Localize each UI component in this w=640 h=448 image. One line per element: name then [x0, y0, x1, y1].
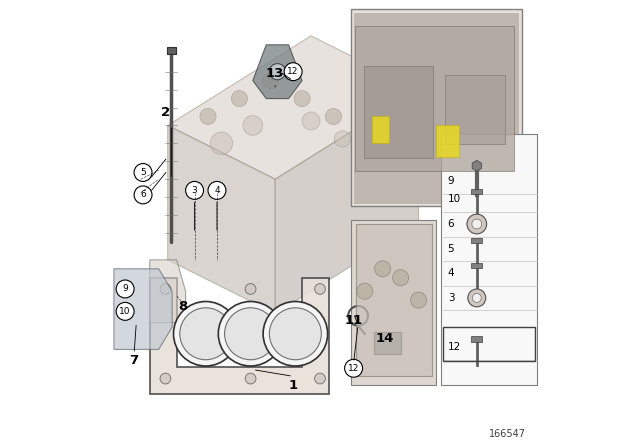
FancyBboxPatch shape [364, 66, 433, 158]
Bar [472, 189, 482, 194]
Circle shape [356, 283, 373, 299]
Bar [472, 336, 482, 342]
Circle shape [302, 112, 320, 130]
FancyBboxPatch shape [355, 26, 513, 171]
FancyBboxPatch shape [374, 332, 401, 354]
Circle shape [211, 132, 233, 155]
Text: 6: 6 [140, 190, 146, 199]
Circle shape [200, 108, 216, 125]
Circle shape [160, 373, 171, 384]
Polygon shape [150, 260, 186, 323]
Circle shape [218, 302, 283, 366]
FancyBboxPatch shape [351, 220, 436, 385]
Text: 9: 9 [448, 177, 454, 186]
Text: 12: 12 [448, 342, 461, 352]
Text: 12: 12 [287, 67, 299, 76]
Circle shape [262, 73, 279, 89]
Polygon shape [114, 269, 172, 349]
Polygon shape [150, 278, 329, 394]
Circle shape [367, 150, 381, 164]
Circle shape [294, 90, 310, 107]
Circle shape [208, 181, 226, 199]
Text: 12: 12 [348, 364, 359, 373]
Polygon shape [168, 125, 275, 314]
Circle shape [134, 186, 152, 204]
Circle shape [225, 308, 276, 360]
Polygon shape [168, 36, 419, 179]
Circle shape [116, 302, 134, 320]
Text: 9: 9 [122, 284, 128, 293]
Circle shape [472, 293, 481, 302]
Circle shape [334, 131, 351, 147]
FancyBboxPatch shape [351, 9, 522, 206]
Polygon shape [356, 224, 432, 376]
Circle shape [392, 270, 409, 286]
Circle shape [116, 280, 134, 298]
Circle shape [344, 359, 362, 377]
Circle shape [269, 308, 321, 360]
Text: 4: 4 [448, 268, 454, 278]
Text: 14: 14 [376, 332, 394, 345]
Text: 166547: 166547 [489, 429, 526, 439]
Circle shape [263, 302, 328, 366]
Circle shape [269, 64, 285, 80]
FancyBboxPatch shape [353, 13, 520, 204]
Circle shape [231, 90, 248, 107]
Circle shape [245, 284, 256, 294]
Circle shape [173, 302, 238, 366]
Polygon shape [275, 90, 419, 314]
Text: 3: 3 [192, 186, 197, 195]
Bar [472, 238, 482, 243]
Bar [472, 263, 482, 268]
Bar [167, 47, 176, 54]
Circle shape [356, 126, 373, 142]
Text: 3: 3 [448, 293, 454, 303]
Text: 4: 4 [214, 186, 220, 195]
Text: 1: 1 [289, 379, 298, 392]
Text: 5: 5 [448, 244, 454, 254]
FancyBboxPatch shape [441, 134, 538, 385]
FancyBboxPatch shape [445, 75, 504, 144]
Circle shape [186, 181, 204, 199]
Text: 5: 5 [140, 168, 146, 177]
Circle shape [243, 116, 262, 135]
Text: 13: 13 [266, 67, 284, 81]
Circle shape [468, 289, 486, 307]
Text: 2: 2 [161, 105, 170, 119]
Circle shape [315, 373, 325, 384]
Text: 10: 10 [120, 307, 131, 316]
Circle shape [160, 284, 171, 294]
Circle shape [472, 219, 482, 229]
Circle shape [315, 284, 325, 294]
Polygon shape [253, 45, 302, 99]
Circle shape [374, 261, 391, 277]
Circle shape [134, 164, 152, 181]
Circle shape [284, 63, 302, 81]
Text: 11: 11 [344, 314, 363, 327]
Circle shape [180, 308, 232, 360]
FancyBboxPatch shape [436, 125, 459, 157]
Text: 7: 7 [129, 354, 139, 367]
Circle shape [410, 292, 427, 308]
FancyBboxPatch shape [371, 116, 389, 143]
Text: 6: 6 [448, 219, 454, 229]
Circle shape [325, 108, 342, 125]
Text: 8: 8 [179, 300, 188, 314]
Text: 10: 10 [448, 194, 461, 204]
Circle shape [467, 214, 486, 234]
Circle shape [245, 373, 256, 384]
